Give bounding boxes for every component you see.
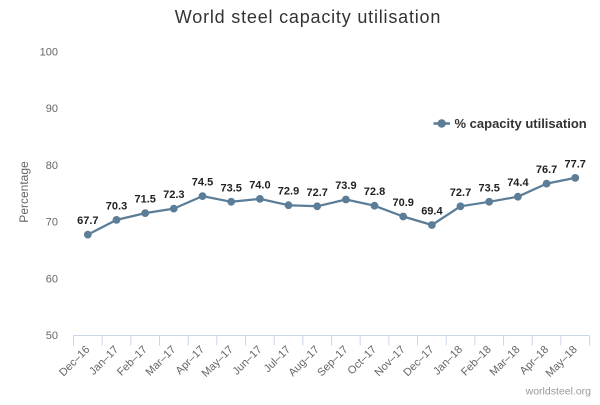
svg-text:72.7: 72.7 <box>306 187 327 199</box>
svg-text:73.9: 73.9 <box>335 180 356 192</box>
svg-text:90: 90 <box>46 103 58 115</box>
svg-text:72.9: 72.9 <box>278 186 299 198</box>
svg-text:100: 100 <box>40 47 58 59</box>
svg-text:80: 80 <box>46 160 58 172</box>
svg-text:74.4: 74.4 <box>507 177 529 189</box>
svg-text:50: 50 <box>46 330 58 342</box>
svg-text:71.5: 71.5 <box>134 194 155 206</box>
svg-text:74.5: 74.5 <box>192 177 213 189</box>
svg-text:72.8: 72.8 <box>364 186 385 198</box>
svg-text:World steel capacity utilisati: World steel capacity utilisation <box>175 7 441 27</box>
svg-text:72.7: 72.7 <box>450 187 471 199</box>
svg-text:60: 60 <box>46 273 58 285</box>
svg-text:% capacity utilisation: % capacity utilisation <box>455 116 587 131</box>
svg-text:72.3: 72.3 <box>163 189 184 201</box>
svg-text:67.7: 67.7 <box>77 215 98 227</box>
svg-text:74.0: 74.0 <box>249 179 270 191</box>
svg-text:73.5: 73.5 <box>220 182 241 194</box>
svg-text:Percentage: Percentage <box>17 161 31 223</box>
svg-text:70.3: 70.3 <box>106 200 127 212</box>
svg-text:77.7: 77.7 <box>564 158 585 170</box>
svg-text:worldsteel.org: worldsteel.org <box>525 386 592 398</box>
svg-text:69.4: 69.4 <box>421 206 443 218</box>
svg-text:70.9: 70.9 <box>392 197 413 209</box>
svg-text:73.5: 73.5 <box>478 182 499 194</box>
svg-text:76.7: 76.7 <box>536 164 557 176</box>
svg-text:70: 70 <box>46 217 58 229</box>
